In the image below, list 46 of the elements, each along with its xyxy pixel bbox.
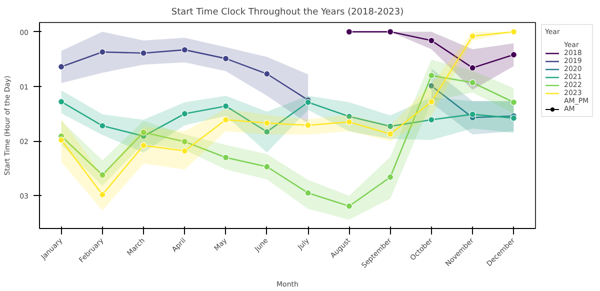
point — [346, 28, 352, 36]
point — [58, 63, 65, 70]
point — [181, 110, 188, 118]
point — [140, 129, 147, 136]
point — [469, 32, 476, 40]
point — [346, 202, 352, 210]
point — [99, 191, 106, 198]
point — [222, 154, 230, 161]
point — [469, 64, 476, 72]
point — [222, 102, 230, 110]
point — [346, 113, 352, 120]
point — [510, 51, 517, 58]
point — [264, 70, 270, 78]
point — [99, 48, 106, 56]
point — [428, 98, 435, 106]
point — [99, 122, 106, 130]
point — [304, 98, 312, 106]
point — [58, 136, 65, 144]
point — [346, 118, 352, 126]
point — [58, 98, 65, 106]
point — [387, 123, 394, 130]
point — [181, 46, 188, 54]
point — [387, 130, 394, 138]
point — [264, 120, 270, 126]
point — [304, 122, 312, 129]
point — [222, 116, 230, 124]
point — [469, 111, 476, 118]
point — [140, 142, 147, 149]
point — [264, 163, 270, 170]
point — [222, 55, 230, 62]
point — [428, 116, 435, 124]
point — [140, 50, 147, 56]
point — [428, 72, 435, 79]
point — [469, 79, 476, 86]
point — [428, 82, 435, 90]
point — [181, 148, 188, 154]
point — [428, 37, 435, 44]
point — [264, 128, 270, 136]
point — [99, 172, 106, 178]
point — [510, 28, 517, 36]
point — [510, 98, 517, 106]
point — [387, 174, 394, 180]
point — [304, 190, 312, 196]
point — [387, 28, 394, 36]
chart-title: Start Time Clock Throughout the Years (2018-2023) — [171, 8, 404, 18]
point — [181, 138, 188, 145]
